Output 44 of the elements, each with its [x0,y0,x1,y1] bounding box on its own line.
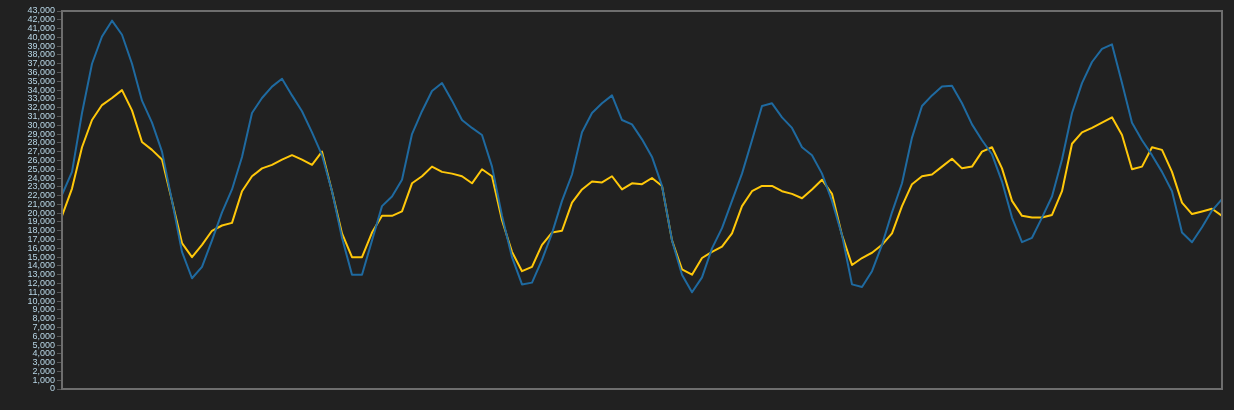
y-tick-label: 9,000 [32,304,55,315]
y-tick-label: 7,000 [32,321,55,332]
y-tick-label: 26,000 [27,154,55,165]
y-tick-label: 23,000 [27,181,55,192]
y-tick-label: 3,000 [32,357,55,368]
y-tick-label: 6,000 [32,330,55,341]
y-tick-label: 5,000 [32,339,55,350]
y-tick-label: 0 [49,383,55,394]
y-tick-label: 35,000 [27,75,55,86]
y-tick-label: 1,000 [32,374,55,385]
y-tick-label: 39,000 [27,40,55,51]
y-tick-label: 16,000 [27,242,55,253]
y-tick-label: 11,000 [28,286,55,297]
y-tick-label: 13,000 [27,269,55,280]
y-tick-label: 38,000 [27,49,55,60]
y-tick-label: 12,000 [27,278,55,288]
y-tick-label: 34,000 [27,84,55,95]
y-tick-label: 24,000 [27,172,55,183]
y-tick-label: 4,000 [32,348,55,359]
y-tick-label: 40,000 [27,31,55,42]
y-tick-label: 42,000 [27,14,55,25]
y-tick-label: 32,000 [27,102,55,113]
y-tick-label: 10,000 [27,295,55,306]
y-tick-label: 25,000 [27,163,55,174]
y-tick-label: 21,000 [27,198,55,209]
y-tick-label: 29,000 [27,128,55,139]
y-tick-label: 36,000 [27,67,55,78]
y-tick-label: 41,000 [27,23,55,34]
y-tick-label: 19,000 [27,216,55,227]
y-tick-label: 31,000 [27,110,55,121]
y-tick-label: 17,000 [27,234,55,245]
y-tick-label: 30,000 [27,119,55,130]
y-tick-label: 20,000 [27,207,55,218]
y-tick-label: 8,000 [32,313,55,324]
y-tick-label: 28,000 [27,137,55,148]
y-tick-label: 22,000 [27,190,55,201]
y-tick-label: 37,000 [27,58,55,69]
y-tick-label: 14,000 [27,260,55,271]
y-tick-label: 33,000 [27,93,55,104]
y-tick-label: 18,000 [27,225,55,236]
y-tick-label: 43,000 [27,5,55,16]
y-tick-label: 2,000 [32,365,55,376]
y-tick-label: 15,000 [27,251,55,262]
y-tick-label: 27,000 [27,146,55,157]
